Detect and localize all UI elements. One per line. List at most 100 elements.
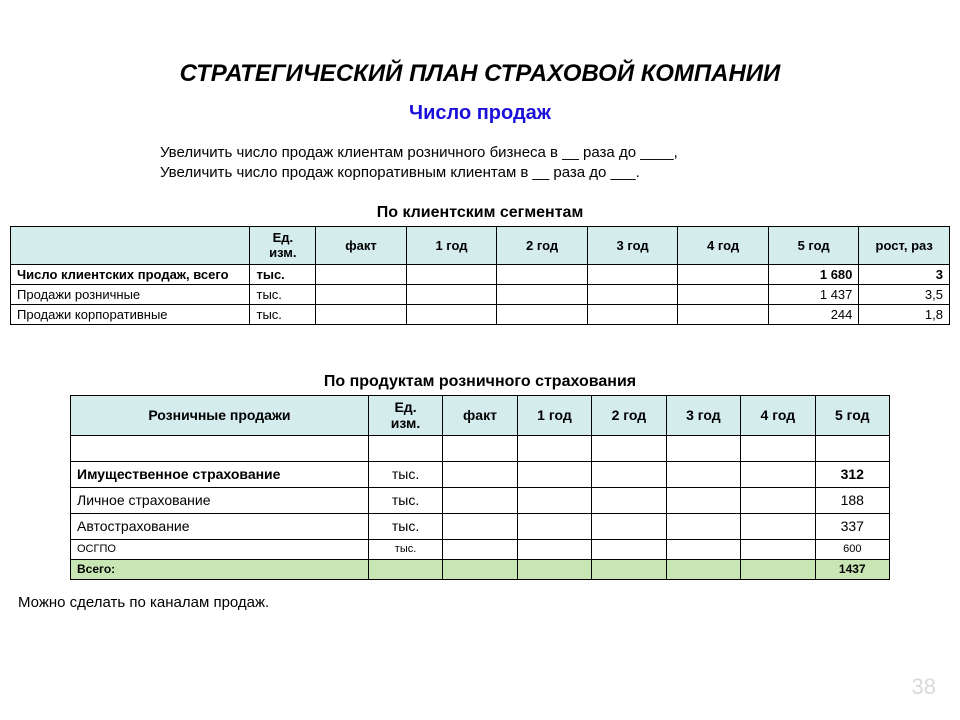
row-cell bbox=[443, 539, 517, 559]
page-subtitle: Число продаж bbox=[10, 102, 950, 125]
row-label: Личное страхование bbox=[71, 487, 369, 513]
row-cell: 1 680 bbox=[768, 264, 859, 284]
row-cell bbox=[587, 264, 678, 284]
table2-header: 3 год bbox=[666, 395, 740, 435]
row-label: Продажи розничные bbox=[11, 284, 250, 304]
row-cell bbox=[497, 284, 588, 304]
page-title: СТРАТЕГИЧЕСКИЙ ПЛАН СТРАХОВОЙ КОМПАНИИ bbox=[10, 60, 950, 88]
row-cell bbox=[592, 461, 666, 487]
row-cell: тыс. bbox=[368, 539, 442, 559]
row-cell bbox=[443, 487, 517, 513]
section-1-title: По клиентским сегментам bbox=[10, 204, 950, 222]
table-row: Продажи корпоративныетыс.2441,8 bbox=[11, 304, 950, 324]
row-cell bbox=[741, 435, 815, 461]
row-cell bbox=[517, 487, 591, 513]
page-container: СТРАТЕГИЧЕСКИЙ ПЛАН СТРАХОВОЙ КОМПАНИИ Ч… bbox=[0, 0, 960, 720]
row-cell bbox=[406, 264, 497, 284]
row-cell: тыс. bbox=[368, 513, 442, 539]
table1-header: факт bbox=[316, 226, 407, 264]
table2-header: 1 год bbox=[517, 395, 591, 435]
row-label: Имущественное страхование bbox=[71, 461, 369, 487]
row-cell bbox=[587, 304, 678, 324]
row-cell: 3 bbox=[859, 264, 950, 284]
row-cell: 600 bbox=[815, 539, 889, 559]
row-cell bbox=[517, 539, 591, 559]
row-cell bbox=[815, 435, 889, 461]
row-cell bbox=[587, 284, 678, 304]
row-cell bbox=[517, 461, 591, 487]
footnote: Можно сделать по каналам продаж. bbox=[18, 594, 950, 611]
row-cell: 312 bbox=[815, 461, 889, 487]
table1-header: Ед.изм. bbox=[250, 226, 316, 264]
row-label: Число клиентских продаж, всего bbox=[11, 264, 250, 284]
table-row: Число клиентских продаж, всеготыс. 1 6803 bbox=[11, 264, 950, 284]
table-row bbox=[71, 435, 890, 461]
row-cell bbox=[678, 304, 769, 324]
row-cell bbox=[592, 559, 666, 579]
row-cell bbox=[666, 539, 740, 559]
table1-header: 5 год bbox=[768, 226, 859, 264]
row-cell bbox=[741, 487, 815, 513]
table1-header: рост, раз bbox=[859, 226, 950, 264]
row-cell: тыс. bbox=[250, 284, 316, 304]
row-cell bbox=[517, 559, 591, 579]
row-label: ОСГПО bbox=[71, 539, 369, 559]
table2-header: 4 год bbox=[741, 395, 815, 435]
table-row: Автострахованиетыс. 337 bbox=[71, 513, 890, 539]
row-cell bbox=[741, 559, 815, 579]
table2-header: 2 год bbox=[592, 395, 666, 435]
intro-text: Увеличить число продаж клиентам рознично… bbox=[160, 143, 950, 184]
row-cell bbox=[666, 559, 740, 579]
row-cell: тыс. bbox=[250, 264, 316, 284]
row-cell bbox=[368, 559, 442, 579]
table-row: ОСГПОтыс. 600 bbox=[71, 539, 890, 559]
row-cell bbox=[443, 461, 517, 487]
row-cell: 188 bbox=[815, 487, 889, 513]
row-cell bbox=[406, 284, 497, 304]
row-label: Автострахование bbox=[71, 513, 369, 539]
table1-header: 1 год bbox=[406, 226, 497, 264]
table-row: Имущественное страхованиетыс.312 bbox=[71, 461, 890, 487]
row-cell: 337 bbox=[815, 513, 889, 539]
table-products: Розничные продажиЕд.изм.факт1 год2 год3 … bbox=[70, 395, 890, 580]
table2-header: Ед.изм. bbox=[368, 395, 442, 435]
row-cell: 244 bbox=[768, 304, 859, 324]
table-total-row: Всего: 1437 bbox=[71, 559, 890, 579]
row-cell bbox=[592, 539, 666, 559]
intro-line-2: Увеличить число продаж корпоративным кли… bbox=[160, 164, 640, 181]
table1-header: 3 год bbox=[587, 226, 678, 264]
table-row: Продажи розничныетыс. 1 4373,5 bbox=[11, 284, 950, 304]
table-segments: Ед.изм.факт1 год2 год3 год4 год5 годрост… bbox=[10, 226, 950, 325]
section-2-title: По продуктам розничного страхования bbox=[10, 373, 950, 391]
row-cell bbox=[316, 264, 407, 284]
page-number: 38 bbox=[912, 674, 936, 700]
row-cell: 1437 bbox=[815, 559, 889, 579]
row-cell bbox=[666, 513, 740, 539]
row-cell bbox=[443, 435, 517, 461]
row-cell: тыс. bbox=[368, 487, 442, 513]
row-cell bbox=[666, 487, 740, 513]
row-cell bbox=[678, 284, 769, 304]
row-cell bbox=[497, 264, 588, 284]
table2-header: 5 год bbox=[815, 395, 889, 435]
row-cell bbox=[316, 284, 407, 304]
row-cell bbox=[678, 264, 769, 284]
row-cell bbox=[517, 435, 591, 461]
row-label: Всего: bbox=[71, 559, 369, 579]
row-cell bbox=[741, 539, 815, 559]
row-cell: тыс. bbox=[250, 304, 316, 324]
row-cell bbox=[368, 435, 442, 461]
table2-header: Розничные продажи bbox=[71, 395, 369, 435]
row-cell bbox=[443, 513, 517, 539]
row-cell bbox=[592, 435, 666, 461]
row-label: Продажи корпоративные bbox=[11, 304, 250, 324]
row-label bbox=[71, 435, 369, 461]
row-cell bbox=[666, 461, 740, 487]
table1-header: 2 год bbox=[497, 226, 588, 264]
row-cell bbox=[666, 435, 740, 461]
intro-line-1: Увеличить число продаж клиентам рознично… bbox=[160, 144, 678, 161]
row-cell: 3,5 bbox=[859, 284, 950, 304]
row-cell bbox=[592, 513, 666, 539]
row-cell bbox=[592, 487, 666, 513]
row-cell: 1 437 bbox=[768, 284, 859, 304]
